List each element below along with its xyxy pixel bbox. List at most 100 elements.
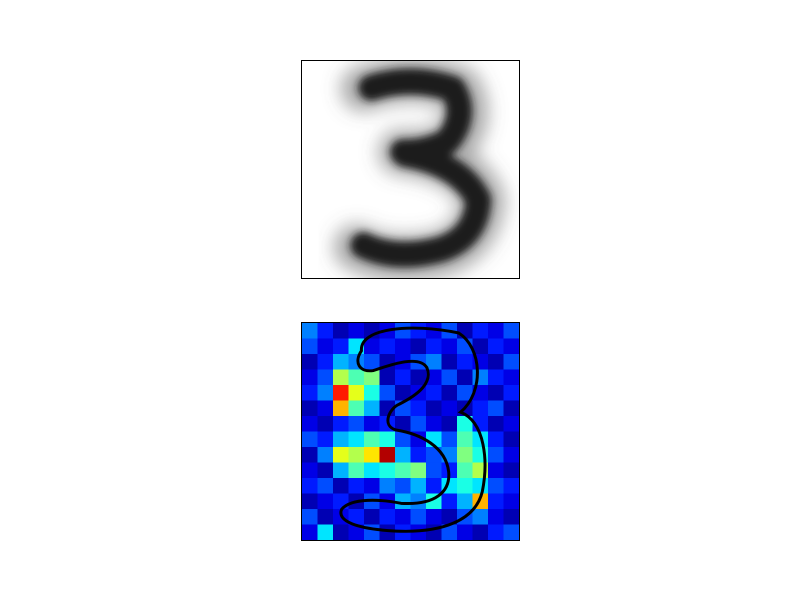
heatmap-cell [363,462,380,479]
heatmap-cell [503,338,519,355]
heatmap-cell [425,508,442,525]
heatmap-cell [333,446,349,463]
heatmap-cell [302,462,318,479]
heatmap-cell [333,338,349,355]
heatmap-cell [333,354,349,370]
heatmap-cell [425,462,442,479]
heatmap-cell [503,478,519,494]
heatmap-cell [348,400,365,417]
heatmap-cell [302,369,318,386]
heatmap-cell [317,354,334,370]
heatmap-cell [333,323,349,339]
heatmap-cell [425,478,442,494]
saliency-heatmap [302,323,519,540]
heatmap-cell [363,369,380,386]
heatmap-cell [302,416,318,432]
heatmap-cell [425,338,442,355]
heatmap-cell [487,508,504,525]
heatmap-cell [395,369,411,386]
heatmap-cell [379,524,396,540]
heatmap-cell [379,508,396,525]
heatmap-cell [410,508,427,525]
heatmap-cell [410,416,427,432]
heatmap-cell [395,508,411,525]
heatmap-cell [317,462,334,479]
heatmap-cell [317,384,334,401]
heatmap-cell [302,478,318,494]
mean-digit-panel [301,60,520,279]
heatmap-cell [302,323,318,339]
heatmap-cell [503,369,519,386]
heatmap-cell [410,462,427,479]
heatmap-cell [348,462,365,479]
heatmap-cell [348,323,365,339]
heatmap-cell [472,338,489,355]
heatmap-cell [457,369,473,386]
heatmap-cell [363,338,380,355]
heatmap-cell [425,400,442,417]
heatmap-cell [410,323,427,339]
heatmap-cell [317,338,334,355]
heatmap-cell [302,338,318,355]
heatmap-cell [503,524,519,540]
heatmap-cell [395,384,411,401]
heatmap-cell [472,478,489,494]
heatmap-cell [333,431,349,448]
heatmap-cell [363,431,380,448]
heatmap-cell [395,416,411,432]
heatmap-cell [457,431,473,448]
heatmap-cell [302,400,318,417]
heatmap-cell [487,323,504,339]
heatmap-cell [379,338,396,355]
heatmap-cell [441,416,458,432]
heatmap-cell [441,338,458,355]
heatmap-cell [363,384,380,401]
heatmap-cell [363,416,380,432]
mean-digit-image [302,61,519,278]
heatmap-cell [348,369,365,386]
heatmap-cell [425,354,442,370]
heatmap-cell [379,446,396,463]
heatmap-cell [487,478,504,494]
heatmap-cell [333,369,349,386]
heatmap-cell [379,384,396,401]
heatmap-cell [317,416,334,432]
heatmap-cell [487,524,504,540]
heatmap-cell [302,493,318,510]
heatmap-cell [363,446,380,463]
heatmap-cell [441,431,458,448]
heatmap-cell [333,462,349,479]
heatmap-cell [457,478,473,494]
heatmap-cell [395,446,411,463]
heatmap-cell [317,493,334,510]
heatmap-cell [363,354,380,370]
heatmap-cell [441,508,458,525]
heatmap-cell [503,384,519,401]
heatmap-cell [503,493,519,510]
heatmap-cell [487,493,504,510]
heatmap-cell [457,493,473,510]
heatmap-cell [410,369,427,386]
heatmap-cell [487,431,504,448]
heatmap-cell [410,446,427,463]
heatmap-cell [487,369,504,386]
heatmap-cell [457,446,473,463]
heatmap-cell [457,416,473,432]
heatmap-cell [348,524,365,540]
digit-contour-outline [339,326,487,533]
heatmap-cell [348,508,365,525]
heatmap-cell [317,431,334,448]
digit-three-shape [350,68,492,268]
heatmap-cell [333,478,349,494]
heatmap-cell [503,508,519,525]
heatmap-cell [317,478,334,494]
heatmap-cell [472,369,489,386]
heatmap-cell [441,400,458,417]
heatmap-cell [363,400,380,417]
heatmap-cell [410,338,427,355]
heatmap-cell [348,416,365,432]
heatmap-cell [395,338,411,355]
heatmap-cell [379,431,396,448]
heatmap-cell [317,524,334,540]
heatmap-cell [487,354,504,370]
